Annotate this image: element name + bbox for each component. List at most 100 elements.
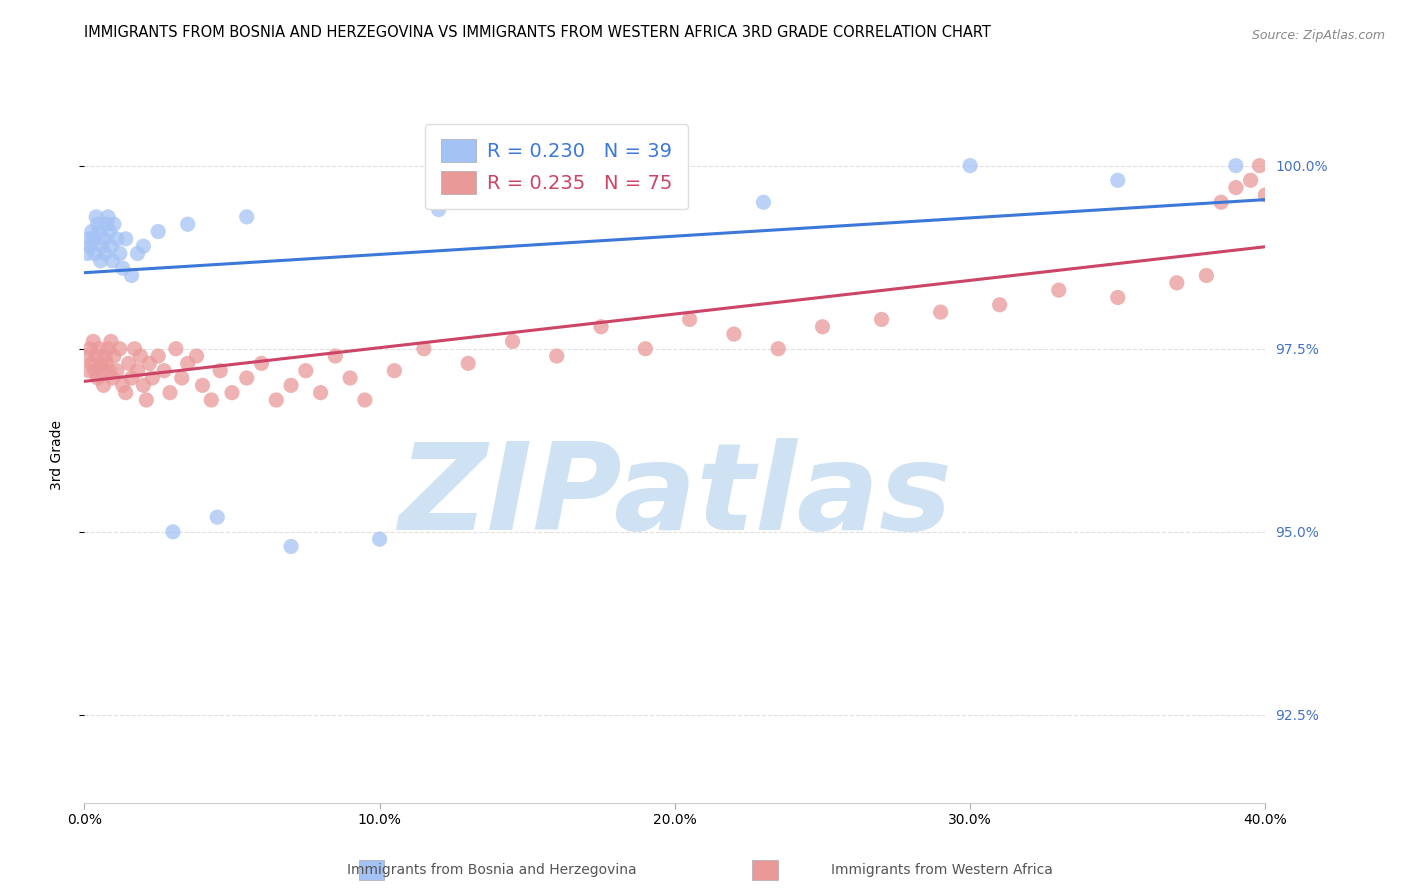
Point [76, 349, 98, 363]
Point [1195, 268, 1218, 283]
Point [1209, 195, 1232, 210]
Point [591, 319, 613, 334]
Point [250, 356, 273, 370]
Point [177, 356, 200, 370]
Text: Immigrants from Bosnia and Herzegovina: Immigrants from Bosnia and Herzegovina [347, 863, 637, 877]
Point [752, 195, 775, 210]
Point [89, 342, 111, 356]
Point [91, 239, 114, 253]
Point [280, 540, 302, 554]
Point [114, 232, 136, 246]
Point [186, 349, 208, 363]
Point [80, 356, 103, 370]
Point [132, 239, 155, 253]
Point [1249, 159, 1271, 173]
Point [111, 261, 134, 276]
Text: ZIPatlas: ZIPatlas [398, 438, 952, 555]
Point [127, 364, 149, 378]
Point [98, 225, 121, 239]
Point [200, 392, 222, 407]
Point [959, 159, 981, 173]
Point [295, 364, 318, 378]
Point [124, 342, 146, 356]
Point [103, 349, 125, 363]
Point [129, 349, 152, 363]
Point [132, 378, 155, 392]
Point [502, 334, 524, 349]
Point [135, 392, 157, 407]
Point [870, 312, 893, 326]
Point [209, 364, 232, 378]
Point [148, 349, 170, 363]
Point [127, 246, 149, 260]
Y-axis label: 3rd Grade: 3rd Grade [49, 420, 63, 490]
Point [101, 253, 124, 268]
Point [811, 319, 834, 334]
Point [111, 378, 134, 392]
Point [86, 371, 108, 385]
Point [177, 217, 200, 231]
Point [83, 246, 105, 260]
Point [82, 232, 104, 246]
Point [1225, 159, 1247, 173]
Point [546, 349, 568, 363]
Point [323, 349, 347, 363]
Point [723, 327, 745, 342]
Point [91, 364, 114, 378]
Point [1254, 188, 1277, 202]
Point [1240, 173, 1263, 187]
Point [264, 392, 288, 407]
Point [103, 217, 125, 231]
Point [148, 225, 170, 239]
Point [90, 356, 112, 370]
Point [138, 356, 160, 370]
Point [457, 356, 479, 370]
Point [84, 210, 107, 224]
Point [82, 334, 104, 349]
Point [153, 364, 176, 378]
Point [339, 371, 361, 385]
Point [221, 385, 243, 400]
Point [94, 349, 117, 363]
Point [80, 225, 103, 239]
Text: Immigrants from Western Africa: Immigrants from Western Africa [831, 863, 1053, 877]
Point [79, 342, 101, 356]
Point [105, 232, 128, 246]
Point [236, 210, 259, 224]
Point [121, 268, 143, 283]
Point [84, 349, 107, 363]
Point [1107, 173, 1129, 187]
Point [427, 202, 450, 217]
Point [83, 364, 105, 378]
Point [100, 334, 122, 349]
Point [354, 392, 377, 407]
Point [162, 524, 184, 539]
Point [77, 232, 100, 246]
Point [768, 342, 790, 356]
Point [77, 364, 100, 378]
Point [76, 246, 98, 260]
Point [679, 312, 702, 326]
Point [368, 532, 391, 546]
Text: IMMIGRANTS FROM BOSNIA AND HERZEGOVINA VS IMMIGRANTS FROM WESTERN AFRICA 3RD GRA: IMMIGRANTS FROM BOSNIA AND HERZEGOVINA V… [84, 25, 991, 40]
Point [236, 371, 259, 385]
Point [98, 364, 121, 378]
Point [86, 217, 108, 231]
Point [634, 342, 657, 356]
Point [97, 210, 120, 224]
Point [159, 385, 181, 400]
Point [108, 246, 131, 260]
Point [575, 195, 598, 210]
Point [280, 378, 302, 392]
Point [96, 217, 118, 231]
Legend: R = 0.230   N = 39, R = 0.235   N = 75: R = 0.230 N = 39, R = 0.235 N = 75 [425, 124, 689, 210]
Point [90, 253, 112, 268]
Point [96, 356, 118, 370]
Point [94, 246, 117, 260]
Point [108, 342, 131, 356]
Point [382, 364, 406, 378]
Point [105, 364, 128, 378]
Point [101, 371, 124, 385]
Point [988, 298, 1011, 312]
Point [97, 342, 120, 356]
